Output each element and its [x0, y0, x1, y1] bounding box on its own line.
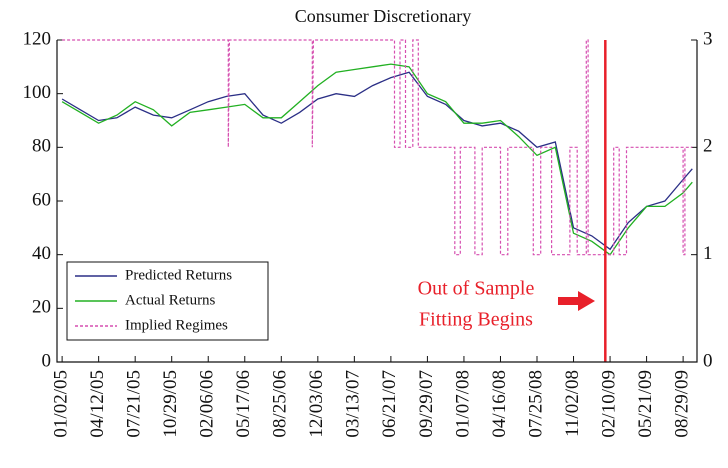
x-tick-label: 05/17/06: [233, 370, 254, 438]
y2-tick-label: 0: [703, 350, 713, 371]
legend-label: Implied Regimes: [125, 317, 228, 333]
x-tick-label: 05/21/09: [635, 370, 656, 438]
annotation: Fitting Begins: [419, 309, 533, 331]
plot-frame: [56, 40, 698, 363]
x-tick-label: 02/10/09: [598, 370, 619, 438]
x-tick-label: 07/21/05: [124, 370, 145, 438]
x-tick-label: 01/02/05: [50, 370, 71, 438]
y-tick-label: 20: [32, 297, 51, 318]
x-tick-label: 08/29/09: [671, 370, 692, 438]
annotation-arrow: [558, 291, 595, 311]
series-line: [61, 63, 693, 256]
y-tick-label: 60: [32, 189, 51, 210]
chart-title: Consumer Discretionary: [295, 6, 471, 26]
series-line: [61, 71, 693, 251]
x-tick-label: 01/07/08: [452, 370, 473, 438]
annotation: Out of Sample: [418, 278, 535, 300]
x-tick-label: 10/29/05: [160, 370, 181, 438]
y-tick-label: 120: [23, 28, 52, 49]
x-tick-label: 04/16/08: [489, 370, 510, 438]
x-tick-label: 09/29/07: [416, 370, 437, 438]
x-tick-label: 07/25/08: [525, 370, 546, 438]
y2-tick-label: 3: [703, 28, 713, 49]
series-line: [62, 39, 693, 256]
x-tick-label: 08/25/06: [270, 370, 291, 438]
y2-tick-label: 2: [703, 136, 713, 157]
y-tick-label: 80: [32, 136, 51, 157]
x-tick-label: 02/06/06: [197, 370, 218, 438]
legend-label: Actual Returns: [125, 292, 216, 308]
y-tick-label: 0: [42, 350, 52, 371]
y2-tick-label: 1: [703, 243, 713, 264]
x-tick-label: 03/13/07: [343, 370, 364, 438]
x-tick-label: 04/12/05: [87, 370, 108, 438]
x-tick-label: 06/21/07: [379, 370, 400, 438]
x-tick-label: 12/03/06: [306, 370, 327, 438]
x-tick-label: 11/02/08: [562, 370, 583, 437]
legend-label: Predicted Returns: [125, 267, 232, 283]
y-tick-label: 100: [23, 82, 52, 103]
y-tick-label: 40: [32, 243, 51, 264]
